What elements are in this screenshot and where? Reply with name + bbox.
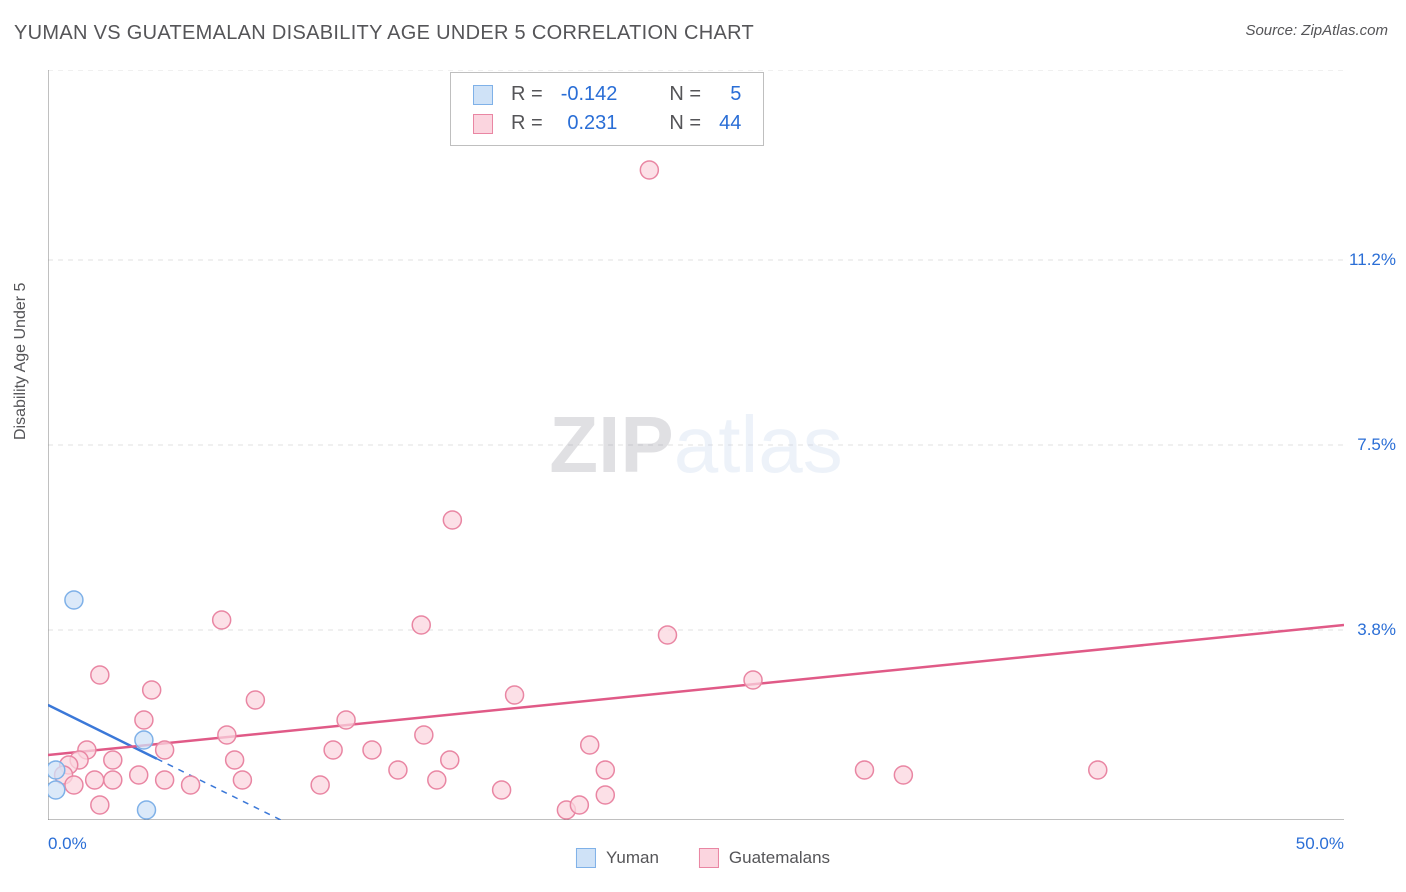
legend-swatch-1 <box>576 848 596 868</box>
stats-row-series-1: R = -0.142 N = 5 <box>465 81 749 108</box>
chart-title: YUMAN VS GUATEMALAN DISABILITY AGE UNDER… <box>14 22 754 45</box>
legend-item-1: Yuman <box>576 848 659 868</box>
y-tick-label: 3.8% <box>1357 620 1396 640</box>
source-attribution: Source: ZipAtlas.com <box>1245 22 1388 39</box>
legend-swatch-2 <box>699 848 719 868</box>
legend-item-2: Guatemalans <box>699 848 830 868</box>
chart-plot-area: ZIPatlas <box>48 70 1344 820</box>
x-tick-label: 0.0% <box>48 834 87 854</box>
stats-n-value-1: 5 <box>711 81 749 108</box>
swatch-series-2 <box>473 114 493 134</box>
stats-n-label-2: N = <box>661 110 709 137</box>
y-tick-label: 11.2% <box>1349 250 1396 270</box>
stats-r-value-2: 0.231 <box>553 110 626 137</box>
stats-r-value-1: -0.142 <box>553 81 626 108</box>
y-axis-label: Disability Age Under 5 <box>12 283 30 440</box>
y-tick-label: 7.5% <box>1357 435 1396 455</box>
swatch-series-1 <box>473 85 493 105</box>
stats-n-value-2: 44 <box>711 110 749 137</box>
stats-r-label-1: R = <box>503 81 551 108</box>
legend-label-2: Guatemalans <box>729 848 830 868</box>
series-legend: Yuman Guatemalans <box>576 848 830 868</box>
stats-row-series-2: R = 0.231 N = 44 <box>465 110 749 137</box>
stats-n-label-1: N = <box>661 81 709 108</box>
x-tick-label: 50.0% <box>1296 834 1344 854</box>
legend-label-1: Yuman <box>606 848 659 868</box>
scatter-svg <box>48 70 1344 820</box>
correlation-stats-box: R = -0.142 N = 5 R = 0.231 N = 44 <box>450 72 764 146</box>
stats-r-label-2: R = <box>503 110 551 137</box>
